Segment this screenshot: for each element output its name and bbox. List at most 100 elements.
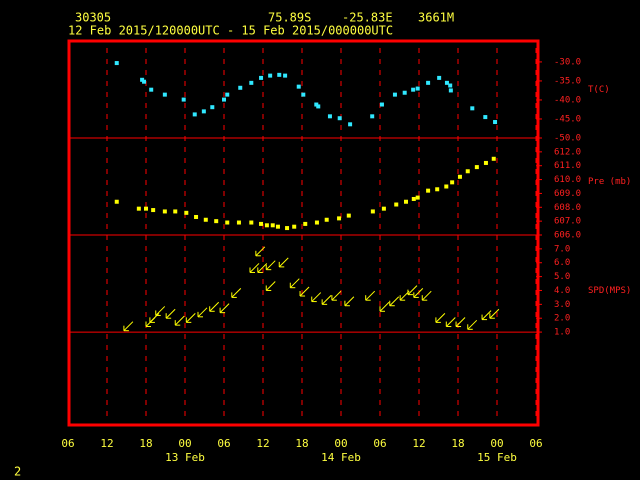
arrow-shaft xyxy=(413,288,424,298)
y-tick-label: 2.0 xyxy=(554,314,570,324)
arrow-shaft xyxy=(331,290,342,301)
y-tick-label: -35.0 xyxy=(554,76,581,86)
data-point xyxy=(392,92,397,97)
longitude: -25.83E xyxy=(342,11,393,25)
data-point xyxy=(474,165,479,170)
data-point xyxy=(327,114,332,119)
data-point xyxy=(249,80,254,85)
wind-arrow xyxy=(299,286,310,297)
data-point xyxy=(283,73,288,78)
x-tick-label: 18 xyxy=(451,437,464,450)
data-point xyxy=(415,86,420,91)
data-point xyxy=(394,202,399,207)
y-tick-label: 610.0 xyxy=(554,175,581,185)
data-point xyxy=(296,84,301,89)
data-point xyxy=(259,221,264,226)
arrow-shaft xyxy=(467,319,478,330)
x-tick-label: 12 xyxy=(256,437,269,450)
y-tick-label: 611.0 xyxy=(554,161,581,171)
data-point xyxy=(470,106,475,111)
x-tick-label: 12 xyxy=(412,437,425,450)
data-point xyxy=(238,85,243,90)
data-point xyxy=(450,180,455,185)
arrow-shaft xyxy=(265,281,276,291)
arrow-shaft xyxy=(365,290,376,301)
y-axis-label: T(C) xyxy=(588,85,610,95)
arrow-shaft xyxy=(299,286,310,297)
data-point xyxy=(222,97,226,102)
data-point xyxy=(114,199,119,204)
data-point xyxy=(435,187,440,192)
wind-arrow xyxy=(321,294,332,305)
data-point xyxy=(203,217,208,222)
page-number: 2 xyxy=(14,465,21,479)
y-tick-label: 3.0 xyxy=(554,300,570,310)
wind-arrow xyxy=(155,306,166,316)
wind-arrow xyxy=(255,246,266,257)
wind-arrow xyxy=(209,301,220,312)
data-point xyxy=(201,109,206,114)
arrow-shaft xyxy=(421,290,432,301)
data-point xyxy=(162,209,167,214)
data-point xyxy=(181,97,186,102)
data-point xyxy=(314,220,319,225)
wind-arrow xyxy=(265,281,276,291)
wind-arrow xyxy=(231,288,242,298)
arrow-shaft xyxy=(257,263,268,273)
arrow-shaft xyxy=(278,257,289,268)
data-point xyxy=(151,208,156,213)
period: 12 Feb 2015/120000UTC - 15 Feb 2015/0000… xyxy=(68,24,393,38)
y-tick-label: -50.0 xyxy=(554,134,581,144)
data-point xyxy=(184,210,189,215)
data-point xyxy=(114,61,119,66)
data-point xyxy=(162,92,167,97)
x-tick-label: 18 xyxy=(295,437,308,450)
data-point xyxy=(402,90,407,95)
arrow-shaft xyxy=(231,288,242,298)
data-point xyxy=(292,224,297,229)
data-point xyxy=(210,105,215,110)
wind-arrow xyxy=(389,296,400,307)
date-label: 13 Feb xyxy=(165,451,205,464)
arrow-shaft xyxy=(389,296,400,307)
data-point xyxy=(411,87,416,92)
wind-arrow xyxy=(365,290,376,301)
y-tick-label: 5.0 xyxy=(554,272,570,282)
data-point xyxy=(379,102,384,107)
y-tick-label: -30.0 xyxy=(554,57,581,67)
data-point xyxy=(337,216,342,221)
data-point xyxy=(411,196,416,201)
wind-arrow xyxy=(407,285,418,296)
arrow-shaft xyxy=(197,307,208,318)
data-point xyxy=(381,206,386,211)
wind-arrow xyxy=(185,313,196,323)
y-axis-label: Pre (mb) xyxy=(588,177,631,187)
wind-arrow xyxy=(257,263,268,273)
y-tick-label: -40.0 xyxy=(554,95,581,105)
data-point xyxy=(457,174,462,179)
data-point xyxy=(493,120,498,125)
wind-arrow xyxy=(197,307,208,318)
data-point xyxy=(415,195,420,200)
wind-arrow xyxy=(289,278,300,289)
frame xyxy=(67,39,540,427)
wind-arrow xyxy=(445,317,456,328)
wind-arrow xyxy=(455,317,466,328)
wind-arrow xyxy=(489,308,500,319)
data-point xyxy=(144,206,148,211)
y-tick-label: 7.0 xyxy=(554,244,570,254)
x-tick-label: 18 xyxy=(139,437,152,450)
data-point xyxy=(277,72,282,77)
wind-arrow xyxy=(421,290,432,301)
y-axis-label: SPD(MPS) xyxy=(588,286,631,296)
wind-arrow xyxy=(435,313,446,323)
arrow-shaft xyxy=(185,313,196,323)
data-point xyxy=(259,75,264,80)
wind-arrow xyxy=(265,260,276,271)
data-point xyxy=(268,73,273,78)
wind-arrow xyxy=(331,290,342,301)
x-tick-label: 06 xyxy=(217,437,230,450)
wind-arrow xyxy=(249,263,260,273)
arrow-shaft xyxy=(489,308,500,319)
